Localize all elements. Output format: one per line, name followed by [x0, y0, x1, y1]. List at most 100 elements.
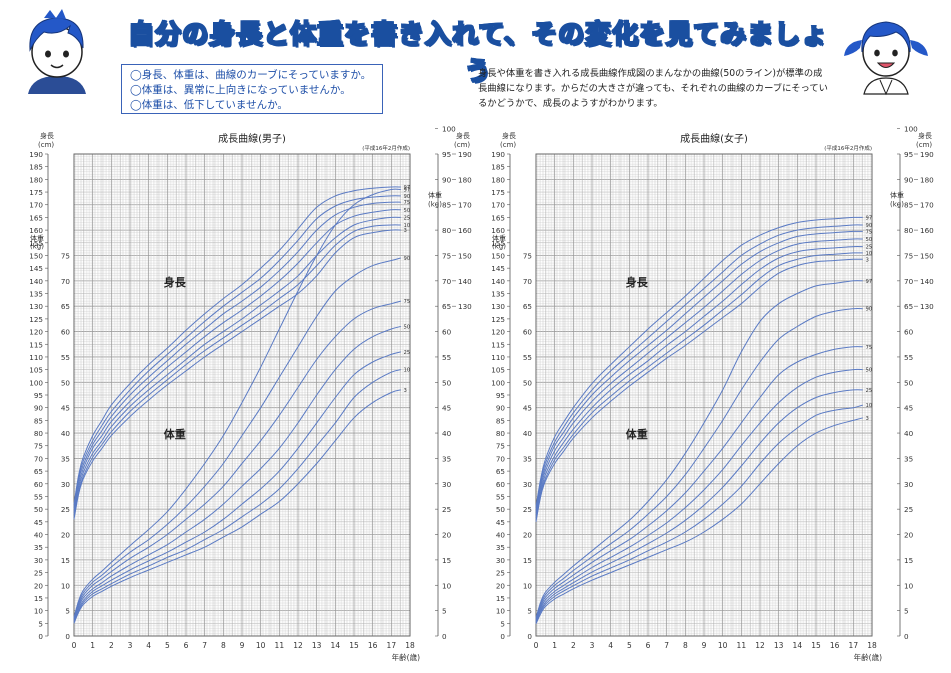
x-tick-label: 5 — [165, 641, 170, 650]
chart-note: (平成16年2月作成) — [824, 144, 872, 152]
right-weight-axis-unit: (kg) — [890, 201, 904, 209]
left-tick-label: 40 — [34, 531, 44, 540]
plot-frame — [535, 153, 873, 637]
left-tick-label: 75 — [496, 442, 505, 451]
weight-curve — [535, 308, 863, 619]
left-weight-tick-label: 60 — [523, 328, 533, 337]
x-tick-label: 3 — [590, 641, 595, 650]
right-weight-tick-label: 35 — [904, 454, 913, 463]
right-height-tick-label: 150 — [458, 251, 472, 260]
left-tick-label: 65 — [34, 467, 43, 476]
x-tick-label: 4 — [146, 641, 151, 650]
growth-chart-boys: 0510152025303540455055606570758085909510… — [29, 126, 472, 662]
left-tick-label: 180 — [29, 175, 43, 184]
left-weight-tick-label: 20 — [523, 531, 533, 540]
right-weight-tick-label: 45 — [442, 404, 451, 413]
x-tick-label: 6 — [184, 641, 189, 650]
right-height-tick-label: 180 — [920, 175, 934, 184]
weight-curve-label: 50 — [404, 325, 410, 331]
left-weight-tick-label: 5 — [65, 607, 70, 616]
weight-curve-label: 97 — [866, 279, 872, 285]
right-weight-tick-label: 80 — [904, 226, 914, 235]
x-tick-label: 6 — [646, 641, 651, 650]
x-tick-label: 0 — [534, 641, 539, 650]
height-curve — [535, 216, 863, 507]
height-curve-label: 97 — [866, 215, 872, 221]
left-weight-tick-label: 25 — [523, 505, 532, 514]
right-weight-tick-label: 25 — [442, 505, 451, 514]
x-tick-label: 1 — [552, 641, 557, 650]
height-curve-label: 90 — [404, 194, 410, 200]
weight-curve-label: 75 — [404, 299, 410, 305]
weight-axis-unit: (kg) — [492, 242, 506, 250]
right-weight-tick-label: 65 — [904, 302, 913, 311]
left-tick-label: 115 — [29, 340, 43, 349]
left-tick-label: 150 — [491, 251, 505, 260]
left-tick-label: 135 — [491, 290, 505, 299]
left-tick-label: 35 — [34, 543, 43, 552]
right-weight-tick-label: 95 — [442, 150, 451, 159]
x-tick-label: 18 — [405, 641, 415, 650]
left-tick-label: 190 — [29, 150, 43, 159]
right-weight-tick-label: 5 — [442, 607, 447, 616]
height-curve-label: 75 — [404, 200, 410, 206]
x-tick-label: 9 — [702, 641, 707, 650]
right-weight-tick-label: 90 — [904, 175, 914, 184]
height-curve-label: 90 — [866, 223, 872, 229]
right-weight-tick-label: 0 — [904, 632, 909, 641]
left-tick-label: 85 — [34, 416, 43, 425]
right-weight-tick-label: 30 — [442, 480, 452, 489]
height-curve — [535, 230, 863, 512]
left-tick-label: 180 — [491, 175, 505, 184]
weight-curve — [73, 369, 401, 623]
right-height-tick-label: 160 — [920, 226, 934, 235]
left-weight-tick-label: 0 — [527, 632, 532, 641]
left-tick-label: 105 — [29, 366, 43, 375]
weight-curve — [73, 351, 401, 622]
left-weight-tick-label: 5 — [527, 607, 532, 616]
x-tick-label: 13 — [774, 641, 784, 650]
weight-axis-label: 体重 — [30, 233, 44, 242]
x-tick-label: 8 — [221, 641, 226, 650]
height-curve — [73, 224, 401, 517]
left-weight-tick-label: 50 — [61, 378, 71, 387]
left-tick-label: 25 — [496, 569, 505, 578]
left-tick-label: 20 — [34, 581, 44, 590]
height-curve — [73, 209, 401, 512]
checklist-item: ◯体重は、異常に上向きになっていませんか。 — [130, 84, 351, 96]
left-tick-label: 95 — [496, 391, 505, 400]
left-tick-label: 155 — [29, 239, 43, 248]
x-tick-label: 17 — [849, 641, 859, 650]
height-curve-label: 25 — [866, 245, 872, 251]
left-tick-label: 160 — [29, 226, 43, 235]
page-title: 自分の身長と体重を書き入れて、その変化を見てみましょう — [127, 19, 828, 88]
left-tick-label: 80 — [34, 429, 44, 438]
x-tick-label: 10 — [256, 641, 266, 650]
left-tick-label: 135 — [29, 290, 43, 299]
height-curve — [535, 246, 863, 517]
left-tick-label: 45 — [496, 518, 505, 527]
x-tick-label: 4 — [608, 641, 613, 650]
left-tick-label: 95 — [34, 391, 43, 400]
left-tick-label: 90 — [496, 404, 506, 413]
x-tick-label: 16 — [368, 641, 378, 650]
plot-frame — [73, 153, 411, 637]
left-tick-label: 160 — [491, 226, 505, 235]
left-tick-label: 65 — [496, 467, 505, 476]
weight-curve — [73, 300, 401, 620]
left-weight-tick-label: 30 — [61, 480, 71, 489]
left-tick-label: 55 — [34, 492, 43, 501]
left-tick-label: 105 — [491, 366, 505, 375]
left-tick-label: 170 — [491, 201, 505, 210]
left-tick-label: 140 — [29, 277, 43, 286]
right-weight-axis-label: 体重 — [890, 191, 904, 200]
weight-curve-label: 90 — [404, 256, 410, 262]
height-curve — [73, 229, 401, 520]
left-tick-label: 165 — [491, 213, 505, 222]
weight-axis-label: 体重 — [492, 233, 506, 242]
left-tick-label: 5 — [500, 619, 505, 628]
left-tick-label: 60 — [496, 480, 506, 489]
right-height-tick-label: 140 — [458, 277, 472, 286]
left-tick-label: 130 — [491, 302, 505, 311]
left-weight-tick-label: 25 — [61, 505, 70, 514]
